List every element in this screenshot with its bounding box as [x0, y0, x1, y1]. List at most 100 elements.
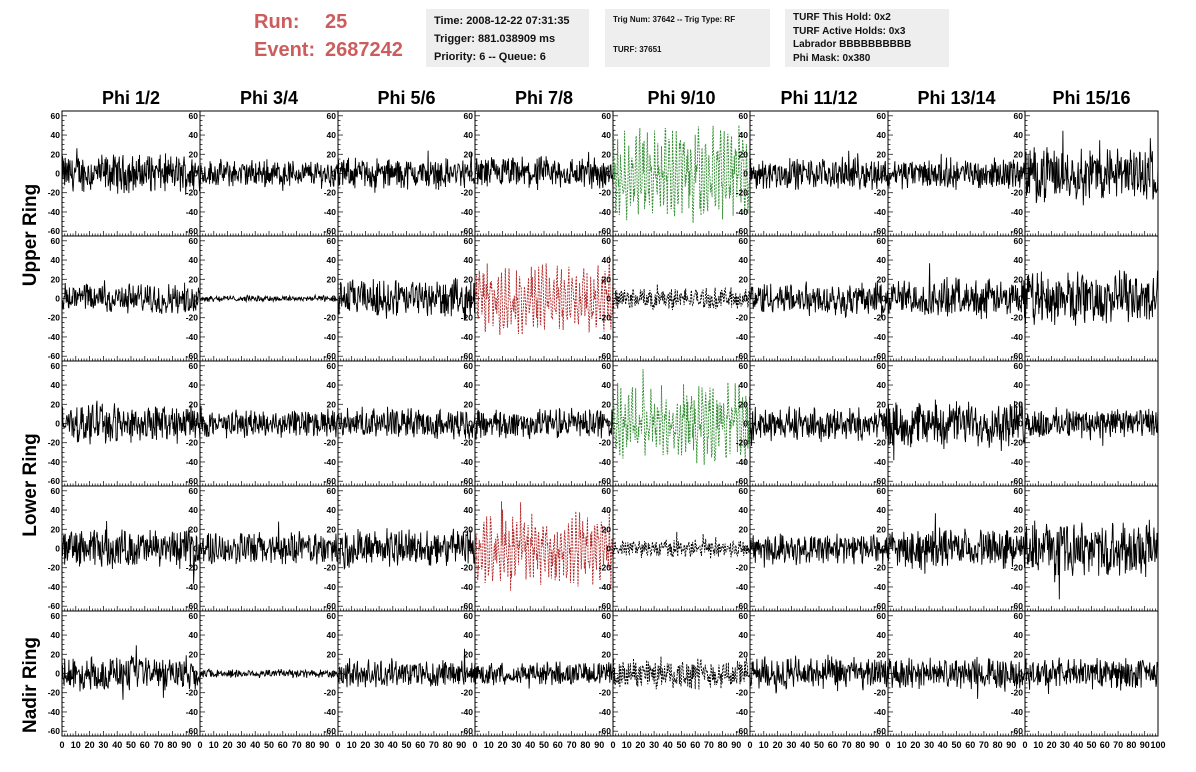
- y-tick-label: -40: [461, 707, 474, 717]
- waveform-trace: [1024, 519, 1159, 600]
- waveform-trace: [1024, 270, 1159, 326]
- waveform-trace: [612, 531, 751, 559]
- y-tick-label: -20: [874, 563, 887, 573]
- x-tick-label: 20: [85, 740, 95, 750]
- y-tick-label: 60: [51, 361, 61, 371]
- x-tick-label: 20: [1047, 740, 1057, 750]
- y-tick-label: -20: [599, 563, 612, 573]
- y-tick-label: 60: [327, 111, 337, 121]
- waveform-trace: [474, 661, 614, 689]
- x-tick-label: 70: [842, 740, 852, 750]
- x-tick-label: 80: [305, 740, 315, 750]
- y-tick-label: -20: [324, 563, 337, 573]
- x-tick-label: 10: [622, 740, 632, 750]
- y-tick-label: 60: [1014, 486, 1024, 496]
- y-tick-label: -40: [1011, 582, 1024, 592]
- x-tick-label: 70: [979, 740, 989, 750]
- waveform-trace: [887, 153, 1026, 190]
- y-tick-label: 0: [55, 169, 60, 179]
- y-tick-label: 60: [51, 611, 61, 621]
- y-tick-label: -60: [874, 476, 887, 486]
- y-tick-label: 40: [189, 380, 199, 390]
- y-tick-label: -40: [736, 582, 749, 592]
- x-tick-label: 20: [635, 740, 645, 750]
- y-tick-label: -40: [599, 582, 612, 592]
- y-tick-label: -60: [874, 351, 887, 361]
- y-tick-label: -20: [48, 563, 61, 573]
- y-tick-label: -20: [186, 688, 199, 698]
- x-tick-label: 60: [1100, 740, 1110, 750]
- y-tick-label: 40: [51, 630, 61, 640]
- y-tick-label: 0: [881, 669, 886, 679]
- y-tick-label: 20: [51, 524, 61, 534]
- waveform-trace: [474, 407, 614, 440]
- y-tick-label: -20: [736, 688, 749, 698]
- y-tick-label: -40: [324, 707, 337, 717]
- trig-num-text: Trig Num: 37642 -- Trig Type: RF: [613, 15, 736, 24]
- x-tick-label: 20: [910, 740, 920, 750]
- y-tick-label: -60: [461, 601, 474, 611]
- x-tick-label: 90: [1140, 740, 1150, 750]
- x-tick-label: 60: [828, 740, 838, 750]
- waveform-trace: [1024, 130, 1159, 206]
- y-tick-label: 60: [1014, 361, 1024, 371]
- y-tick-label: 60: [51, 236, 61, 246]
- y-tick-label: -40: [461, 207, 474, 217]
- y-tick-label: 60: [189, 236, 199, 246]
- y-tick-label: -40: [599, 207, 612, 217]
- x-tick-label: 30: [924, 740, 934, 750]
- x-tick-label: 40: [800, 740, 810, 750]
- y-tick-label: 40: [51, 255, 61, 265]
- y-tick-label: 40: [602, 380, 612, 390]
- y-tick-label: -40: [48, 207, 61, 217]
- y-tick-label: -40: [1011, 332, 1024, 342]
- y-tick-label: 0: [606, 169, 611, 179]
- y-tick-label: -20: [324, 188, 337, 198]
- x-tick-label: 30: [786, 740, 796, 750]
- y-tick-label: 0: [193, 294, 198, 304]
- y-tick-label: 40: [602, 130, 612, 140]
- y-tick-label: 60: [464, 611, 474, 621]
- run-label: Run:: [254, 11, 300, 33]
- y-tick-label: -60: [48, 601, 61, 611]
- y-tick-label: -60: [874, 226, 887, 236]
- y-tick-label: 20: [739, 524, 749, 534]
- waveform-trace: [749, 406, 889, 447]
- turf-hold-text: TURF This Hold: 0x2: [793, 12, 891, 23]
- y-tick-label: -60: [1011, 601, 1024, 611]
- y-tick-label: -60: [599, 351, 612, 361]
- y-tick-label: -40: [186, 457, 199, 467]
- y-tick-label: 0: [468, 419, 473, 429]
- y-tick-label: 0: [743, 169, 748, 179]
- y-tick-label: -20: [461, 313, 474, 323]
- y-tick-label: 20: [51, 274, 61, 284]
- y-tick-label: 0: [743, 544, 748, 554]
- x-tick-label: 10: [759, 740, 769, 750]
- y-tick-label: 0: [743, 294, 748, 304]
- x-tick-label: 50: [401, 740, 411, 750]
- y-tick-label: -40: [186, 207, 199, 217]
- y-tick-label: 60: [189, 486, 199, 496]
- y-tick-label: 60: [189, 361, 199, 371]
- y-tick-label: 20: [327, 149, 337, 159]
- x-tick-label: 20: [223, 740, 233, 750]
- y-tick-label: 20: [51, 149, 61, 159]
- y-tick-label: 60: [1014, 611, 1024, 621]
- y-tick-label: 40: [464, 630, 474, 640]
- y-tick-label: -60: [48, 226, 61, 236]
- y-tick-label: 60: [877, 486, 887, 496]
- y-tick-label: 40: [1014, 630, 1024, 640]
- x-tick-label: 90: [869, 740, 879, 750]
- waveform-trace: [61, 520, 201, 584]
- y-tick-label: 60: [189, 611, 199, 621]
- y-tick-label: -20: [874, 188, 887, 198]
- y-tick-label: 0: [1018, 169, 1023, 179]
- x-tick-label: 0: [747, 740, 752, 750]
- x-tick-label: 50: [1086, 740, 1096, 750]
- waveform-trace: [887, 399, 1026, 461]
- waveform-trace: [337, 648, 476, 688]
- y-tick-label: -20: [599, 188, 612, 198]
- y-tick-label: -40: [599, 707, 612, 717]
- y-tick-label: 60: [464, 361, 474, 371]
- x-tick-label: 90: [594, 740, 604, 750]
